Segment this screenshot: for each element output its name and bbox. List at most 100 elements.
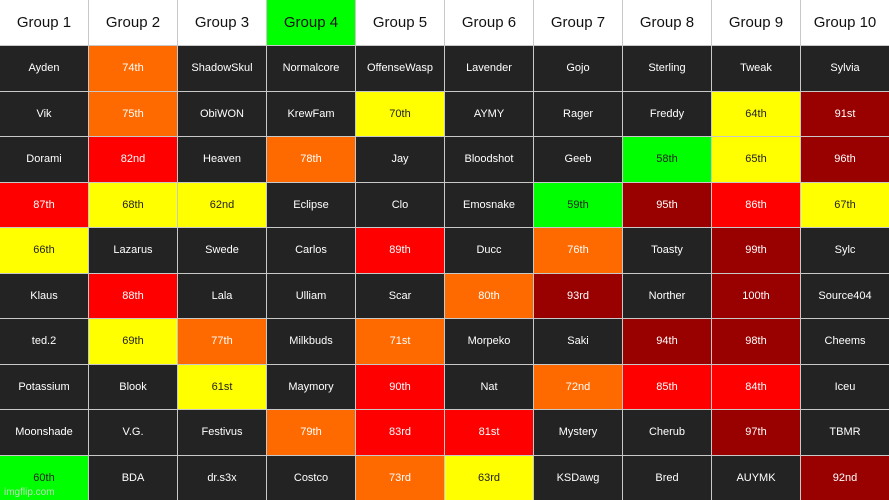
table-cell: 91st — [801, 91, 889, 136]
column-header: Group 6 — [445, 0, 533, 45]
table-cell: Iceu — [801, 364, 889, 409]
table-cell: Toasty — [623, 228, 711, 273]
table-cell: Mystery — [534, 410, 622, 455]
table-cell: Clo — [356, 182, 444, 227]
table-cell: Lavender — [445, 46, 533, 91]
table-cell: TBMR — [801, 410, 889, 455]
table-cell: Vik — [0, 91, 88, 136]
table-cell: 92nd — [801, 455, 889, 500]
table-cell: dr.s3x — [178, 455, 266, 500]
table-cell: 60th — [0, 455, 88, 500]
table-cell: 66th — [0, 228, 88, 273]
table-cell: 81st — [445, 410, 533, 455]
table-cell: 70th — [356, 91, 444, 136]
table-cell: Bloodshot — [445, 137, 533, 182]
table-cell: Sylc — [801, 228, 889, 273]
column-header: Group 9 — [712, 0, 800, 45]
table-cell: Freddy — [623, 91, 711, 136]
table-cell: 61st — [178, 364, 266, 409]
column-header: Group 4 — [267, 0, 355, 45]
table-cell: KrewFam — [267, 91, 355, 136]
table-cell: KSDawg — [534, 455, 622, 500]
table-cell: 75th — [89, 91, 177, 136]
column-header: Group 10 — [801, 0, 889, 45]
table-cell: 79th — [267, 410, 355, 455]
table-cell: Klaus — [0, 273, 88, 318]
table-cell: Ayden — [0, 46, 88, 91]
column-header: Group 1 — [0, 0, 88, 45]
table-cell: 99th — [712, 228, 800, 273]
table-cell: 90th — [356, 364, 444, 409]
table-cell: 100th — [712, 273, 800, 318]
table-cell: 98th — [712, 319, 800, 364]
table-cell: ObiWON — [178, 91, 266, 136]
table-cell: Ducc — [445, 228, 533, 273]
table-cell: 63rd — [445, 455, 533, 500]
table-cell: 72nd — [534, 364, 622, 409]
table-cell: Jay — [356, 137, 444, 182]
table-cell: Saki — [534, 319, 622, 364]
table-cell: Norther — [623, 273, 711, 318]
table-cell: V.G. — [89, 410, 177, 455]
table-cell: 77th — [178, 319, 266, 364]
table-cell: 89th — [356, 228, 444, 273]
table-cell: Dorami — [0, 137, 88, 182]
table-cell: AUYMK — [712, 455, 800, 500]
table-cell: 67th — [801, 182, 889, 227]
table-cell: 83rd — [356, 410, 444, 455]
table-cell: AYMY — [445, 91, 533, 136]
table-cell: 82nd — [89, 137, 177, 182]
table-cell: ShadowSkul — [178, 46, 266, 91]
table-cell: 78th — [267, 137, 355, 182]
column-header: Group 8 — [623, 0, 711, 45]
table-cell: Sylvia — [801, 46, 889, 91]
table-cell: Normalcore — [267, 46, 355, 91]
table-cell: 74th — [89, 46, 177, 91]
table-cell: Swede — [178, 228, 266, 273]
table-cell: 59th — [534, 182, 622, 227]
table-cell: 80th — [445, 273, 533, 318]
table-cell: Festivus — [178, 410, 266, 455]
table-cell: 71st — [356, 319, 444, 364]
table-cell: Sterling — [623, 46, 711, 91]
table-cell: 76th — [534, 228, 622, 273]
table-cell: Eclipse — [267, 182, 355, 227]
table-cell: Lazarus — [89, 228, 177, 273]
table-cell: Blook — [89, 364, 177, 409]
table-cell: Ulliam — [267, 273, 355, 318]
table-cell: Tweak — [712, 46, 800, 91]
table-cell: Morpeko — [445, 319, 533, 364]
table-cell: 58th — [623, 137, 711, 182]
table-cell: ted.2 — [0, 319, 88, 364]
table-cell: 84th — [712, 364, 800, 409]
table-cell: 86th — [712, 182, 800, 227]
table-cell: Moonshade — [0, 410, 88, 455]
table-cell: Source404 — [801, 273, 889, 318]
table-cell: Potassium — [0, 364, 88, 409]
table-cell: BDA — [89, 455, 177, 500]
column-header: Group 5 — [356, 0, 444, 45]
table-cell: Nat — [445, 364, 533, 409]
table-cell: Scar — [356, 273, 444, 318]
column-header: Group 7 — [534, 0, 622, 45]
table-cell: Bred — [623, 455, 711, 500]
table-cell: 68th — [89, 182, 177, 227]
table-cell: 85th — [623, 364, 711, 409]
table-cell: 93rd — [534, 273, 622, 318]
table-cell: Gojo — [534, 46, 622, 91]
table-cell: OffenseWasp — [356, 46, 444, 91]
column-header: Group 2 — [89, 0, 177, 45]
table-cell: 94th — [623, 319, 711, 364]
table-cell: 73rd — [356, 455, 444, 500]
table-cell: 87th — [0, 182, 88, 227]
table-cell: 69th — [89, 319, 177, 364]
table-cell: 97th — [712, 410, 800, 455]
column-header: Group 3 — [178, 0, 266, 45]
table-cell: Heaven — [178, 137, 266, 182]
table-cell: 64th — [712, 91, 800, 136]
table-cell: Cheems — [801, 319, 889, 364]
table-cell: Carlos — [267, 228, 355, 273]
table-cell: 65th — [712, 137, 800, 182]
table-cell: Maymory — [267, 364, 355, 409]
